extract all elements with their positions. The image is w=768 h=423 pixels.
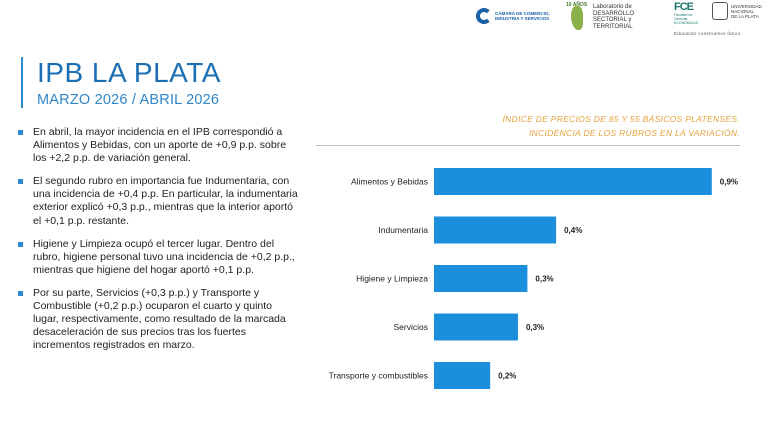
category-label: Servicios — [394, 322, 428, 332]
bullet-square-icon — [18, 179, 23, 185]
bullet-item: Higiene y Limpieza ocupó el tercer lugar… — [18, 238, 300, 277]
bar — [434, 216, 557, 244]
bar — [434, 265, 528, 292]
bullet-item: El segundo rubro en importancia fue Indu… — [18, 175, 300, 227]
ccis-logo-icon — [476, 8, 492, 24]
bullet-text: En abril, la mayor incidencia en el IPB … — [33, 126, 287, 165]
chart-title-line2: INCIDENCIA DE LOS RUBROS EN LA VARIACIÓN… — [529, 128, 740, 138]
bullet-item: En abril, la mayor incidencia en el IPB … — [18, 126, 300, 165]
fce-letters: FCE — [674, 1, 694, 13]
map-icon: 10 AÑOS — [564, 2, 590, 32]
bullet-item: Por su parte, Servicios (+0,3 p.p.) y Tr… — [18, 287, 300, 352]
category-label: Transporte y combustibles — [329, 371, 428, 381]
unlp-text-line3: DE LA PLATA — [731, 13, 759, 19]
title-accent-bar — [21, 57, 23, 108]
chart-title-line1: ÍNDICE DE PRECIOS DE 85 Y 55 BÁSICOS PLA… — [502, 114, 740, 124]
fce-sub2: ECONÓMICAS — [674, 21, 698, 25]
bullet-text: Por su parte, Servicios (+0,3 p.p.) y Tr… — [33, 286, 286, 352]
value-label: 0,2% — [498, 372, 516, 381]
chart-divider — [316, 145, 740, 146]
lab-years: 10 AÑOS — [566, 2, 588, 8]
unlp-text-line2: NACIONAL — [731, 8, 755, 14]
ccis-text-line1: CÁMARA DE COMERCIO, — [495, 11, 550, 16]
bullet-square-icon — [18, 130, 23, 135]
page-subtitle: MARZO 2026 / ABRIL 2026 — [37, 92, 220, 108]
fce-logo: FCE Facultad de Ciencias ECONÓMICAS — [674, 2, 704, 28]
unlp-seal-icon — [712, 2, 728, 20]
logos-area: CÁMARA DE COMERCIO, INDUSTRIA Y SERVICIO… — [476, 0, 768, 40]
ccis-text-line2: INDUSTRIA Y SERVICIOS — [495, 16, 550, 21]
chart-title: ÍNDICE DE PRECIOS DE 85 Y 55 BÁSICOS PLA… — [502, 112, 740, 140]
bullet-text: El segundo rubro en importancia fue Indu… — [33, 175, 298, 227]
value-label: 0,3% — [526, 323, 544, 332]
bullet-square-icon — [18, 290, 23, 296]
page-title: IPB LA PLATA — [37, 57, 221, 88]
category-label: Alimentos y Bebidas — [351, 177, 428, 187]
category-label: Higiene y Limpieza — [356, 274, 428, 284]
tagline: Educando construimos futuro — [674, 31, 741, 36]
value-label: 0,9% — [720, 178, 738, 187]
bar — [434, 313, 518, 341]
lab-text-line2: SECTORIAL y TERRITORIAL — [593, 17, 633, 30]
value-label: 0,4% — [564, 226, 582, 235]
ccis-logo: CÁMARA DE COMERCIO, INDUSTRIA Y SERVICIO… — [476, 8, 555, 24]
unlp-logo: UNIVERSIDAD NACIONAL DE LA PLATA — [712, 2, 765, 20]
bar-chart: Alimentos y Bebidas 0,9% Indumentaria 0,4% H… — [329, 168, 738, 389]
bullet-text: Higiene y Limpieza ocupó el tercer lugar… — [33, 237, 295, 276]
bar — [434, 362, 491, 389]
bullet-square-icon — [18, 241, 23, 247]
fce-sub1: Facultad de Ciencias — [674, 13, 693, 21]
bullet-list: En abril, la mayor incidencia en el IPB … — [18, 126, 300, 362]
category-label: Indumentaria — [378, 225, 428, 235]
bar — [434, 168, 712, 195]
unlp-text-line1: UNIVERSIDAD — [731, 3, 762, 9]
value-label: 0,3% — [535, 275, 553, 284]
lab-text-line1: Laboratorio de DESARROLLO — [593, 4, 635, 17]
laboratorio-logo: 10 AÑOS Laboratorio de DESARROLLO SECTOR… — [564, 2, 653, 32]
